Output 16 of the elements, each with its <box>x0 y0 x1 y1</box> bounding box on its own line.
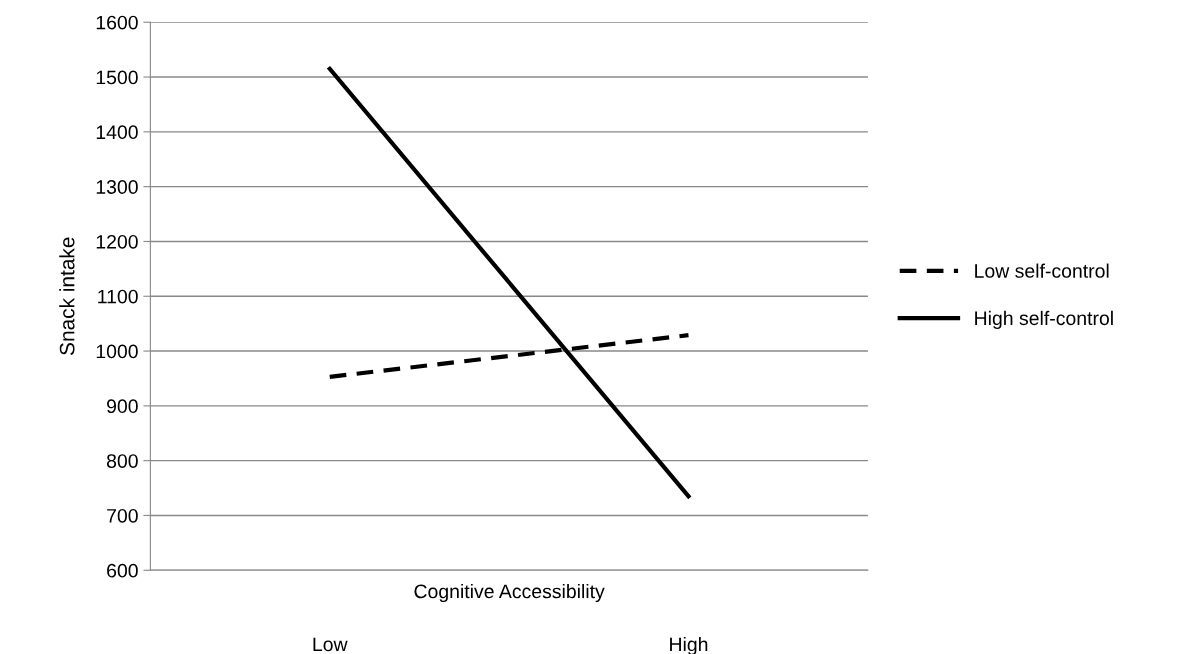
y-tick-label: 600 <box>107 563 138 578</box>
y-tick-label: 900 <box>107 399 138 414</box>
y-tick-label: 1200 <box>96 234 138 249</box>
y-tick-label: 1000 <box>96 344 138 359</box>
legend-label: Low self-control <box>975 263 1109 278</box>
y-tick-label: 1400 <box>96 125 138 140</box>
x-axis-title: Cognitive Accessibility <box>414 583 605 603</box>
y-axis-title: Snack intake <box>59 237 75 355</box>
y-tick-label: 1100 <box>98 289 138 304</box>
y-tick-label: 800 <box>106 454 138 468</box>
y-tick-label: 700 <box>107 508 138 523</box>
y-tick-label: 1300 <box>96 180 138 194</box>
y-tick-label: 1500 <box>96 70 138 85</box>
legend-label: High self-control <box>975 310 1113 329</box>
x-tick-label: Low <box>313 637 348 652</box>
y-tick-label: 1600 <box>96 15 138 30</box>
